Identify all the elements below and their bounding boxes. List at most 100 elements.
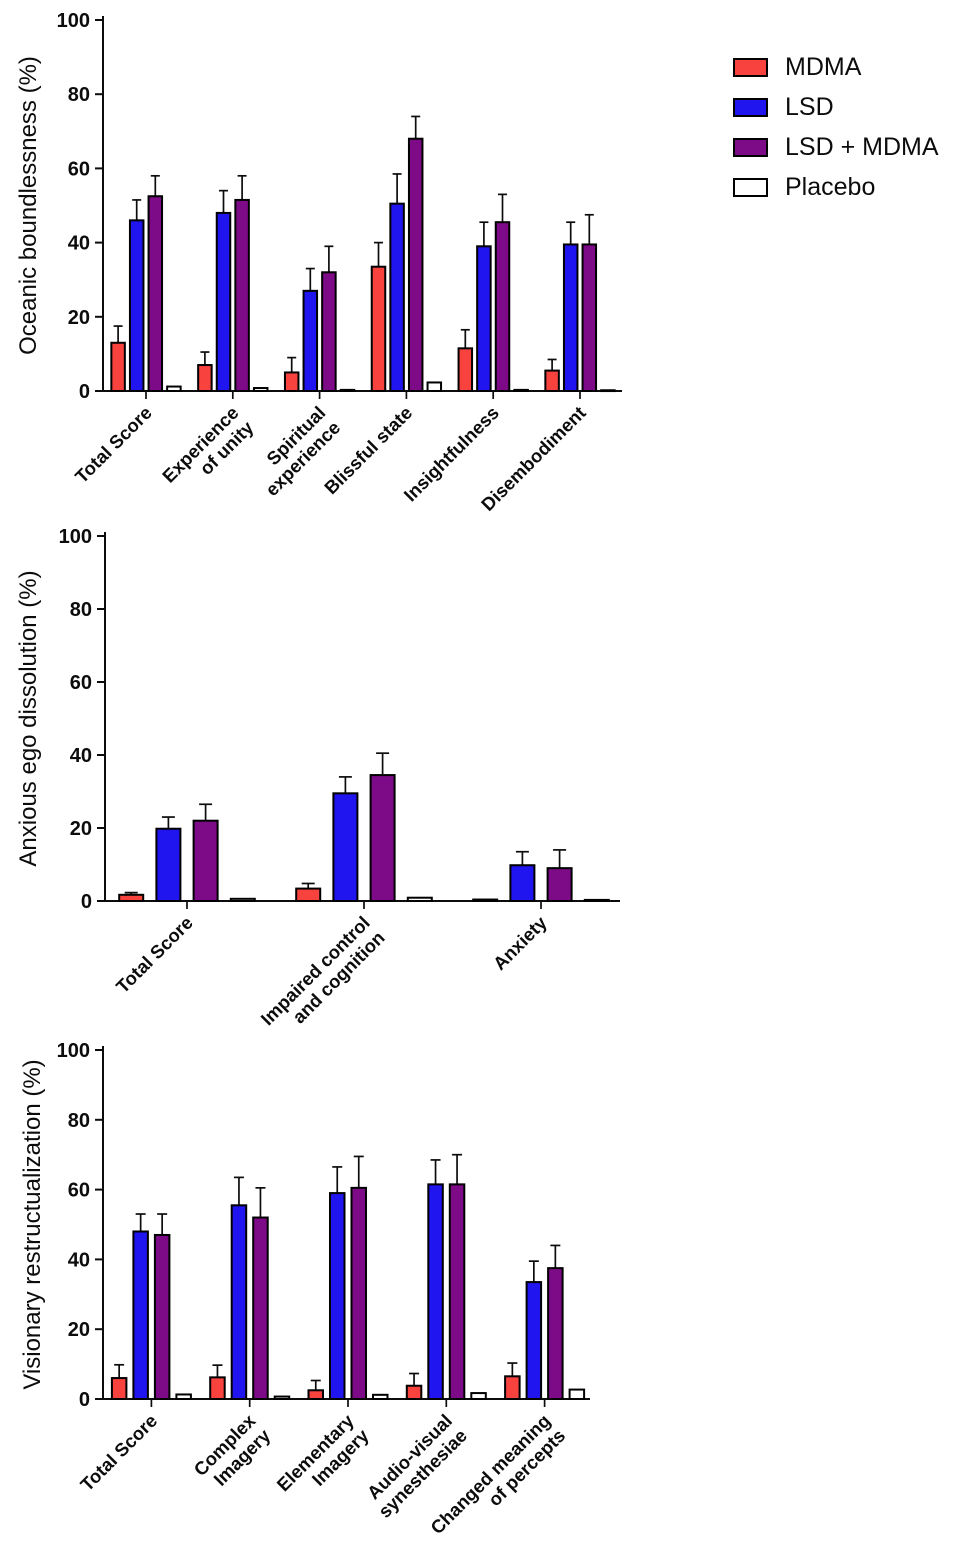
bar-lsd (525, 1281, 543, 1400)
bar-placebo (426, 381, 443, 393)
bar-mdma (110, 1377, 128, 1401)
bar-lsd-mdma (494, 221, 511, 392)
bar-mdma (405, 1384, 423, 1401)
y-tick-label: 40 (68, 233, 90, 255)
x-category-label: ComplexImagery (189, 1409, 274, 1494)
x-category-label: Impaired controland cognition (256, 912, 388, 1044)
legend-label: Placebo (785, 172, 876, 201)
bar-lsd (476, 245, 492, 392)
bar-lsd-mdma (147, 195, 164, 392)
legend-swatch-lsd-mdma (733, 137, 768, 157)
bar-lsd-mdma (546, 867, 573, 903)
y-tick-label: 100 (59, 526, 92, 548)
y-tick-label: 80 (68, 1110, 90, 1132)
bar-mdma (472, 898, 499, 902)
bar-lsd (155, 827, 182, 902)
legend-swatch-lsd (733, 97, 768, 117)
y-tick-label: 40 (70, 745, 92, 767)
bar-mdma (544, 369, 560, 393)
bar-mdma (118, 893, 145, 902)
bar-mdma (504, 1375, 521, 1400)
y-tick-label: 20 (70, 818, 92, 840)
legend-item-placebo: Placebo (733, 167, 939, 207)
legend-item-mdma: MDMA (733, 47, 939, 87)
bar-mdma (197, 364, 213, 392)
bar-lsd-mdma (581, 243, 598, 392)
bar-placebo (470, 1392, 487, 1401)
bar-lsd-mdma (234, 198, 250, 392)
legend-label: LSD + MDMA (785, 132, 939, 161)
y-tick-label: 80 (68, 84, 90, 106)
y-axis-title: Oceanic boundlessness (%) (15, 56, 42, 355)
bar-mdma (457, 347, 474, 392)
y-tick-label: 80 (70, 599, 92, 621)
bar-lsd (427, 1183, 444, 1400)
y-tick-label: 60 (68, 158, 90, 180)
bar-lsd-mdma (350, 1186, 367, 1400)
x-category-label: ElementaryImagery (272, 1409, 373, 1510)
legend-label: LSD (785, 92, 834, 121)
legend-swatch-placebo (733, 177, 768, 197)
y-tick-label: 20 (68, 1319, 90, 1341)
legend: MDMA LSD LSD + MDMA Placebo (733, 47, 939, 207)
oceanic-boundlessness-chart: 0 20 40 60 80 100 Total Score Experienceof unit… (15, 10, 622, 515)
bar-placebo (229, 897, 256, 902)
bar-mdma (295, 887, 322, 903)
bar-lsd-mdma (369, 774, 396, 903)
bar-lsd-mdma (547, 1267, 564, 1400)
x-category-label: Experienceof unity (158, 401, 258, 501)
bar-lsd-mdma (321, 271, 337, 392)
y-tick-label: 100 (57, 1040, 90, 1062)
bar-mdma (110, 341, 126, 392)
bar-lsd-mdma (153, 1233, 171, 1400)
y-tick-label: 100 (57, 10, 90, 32)
y-tick-label: 0 (79, 381, 90, 403)
bar-lsd-mdma (407, 137, 424, 392)
x-category-label: Total Score (112, 912, 197, 997)
bar-placebo (583, 898, 610, 903)
bar-placebo (175, 1393, 192, 1401)
y-tick-label: 0 (79, 1389, 90, 1411)
bar-lsd (329, 1192, 346, 1400)
bar-mdma (283, 371, 300, 393)
anxious-ego-dissolution-chart: 0 20 40 60 80 100 Total Score Impaired controla… (15, 526, 620, 1044)
bar-mdma (370, 265, 387, 392)
bar-lsd (332, 792, 359, 903)
y-tick-label: 60 (70, 672, 92, 694)
bar-lsd (509, 864, 536, 902)
y-tick-label: 60 (68, 1180, 90, 1202)
bar-lsd-mdma (192, 819, 219, 903)
x-category-label: Total Score (76, 1410, 161, 1495)
visionary-restructualization-chart: 0 20 40 60 80 100 Total Score ComplexImageryEle… (19, 1040, 590, 1538)
legend-label: MDMA (785, 52, 862, 81)
bar-lsd (230, 1204, 248, 1401)
legend-item-lsd: LSD (733, 87, 939, 127)
y-tick-label: 0 (81, 891, 92, 913)
bar-lsd (132, 1230, 149, 1400)
y-tick-label: 40 (68, 1249, 90, 1271)
bar-placebo (273, 1395, 291, 1401)
y-tick-label: 20 (68, 307, 90, 329)
bar-mdma (307, 1389, 324, 1401)
bar-placebo (513, 388, 529, 392)
bar-placebo (568, 1388, 586, 1401)
bar-lsd-mdma (252, 1216, 269, 1401)
bar-lsd (302, 289, 319, 392)
y-axis-title: Anxious ego dissolution (%) (15, 570, 42, 866)
bar-placebo (252, 387, 269, 393)
bar-lsd (215, 211, 232, 392)
x-category-label: Total Score (71, 402, 156, 487)
bar-placebo (372, 1393, 389, 1401)
y-axis-title: Visionary restructualization (%) (19, 1059, 46, 1389)
bar-lsd-mdma (448, 1183, 466, 1400)
bar-lsd (128, 219, 145, 392)
x-category-label: Anxiety (489, 911, 552, 974)
bar-mdma (209, 1376, 226, 1401)
bar-placebo (166, 385, 182, 393)
bar-placebo (600, 389, 616, 393)
legend-item-lsd-mdma: LSD + MDMA (733, 127, 939, 167)
bar-lsd (562, 243, 579, 392)
legend-swatch-mdma (733, 57, 768, 77)
bar-lsd (389, 202, 405, 392)
